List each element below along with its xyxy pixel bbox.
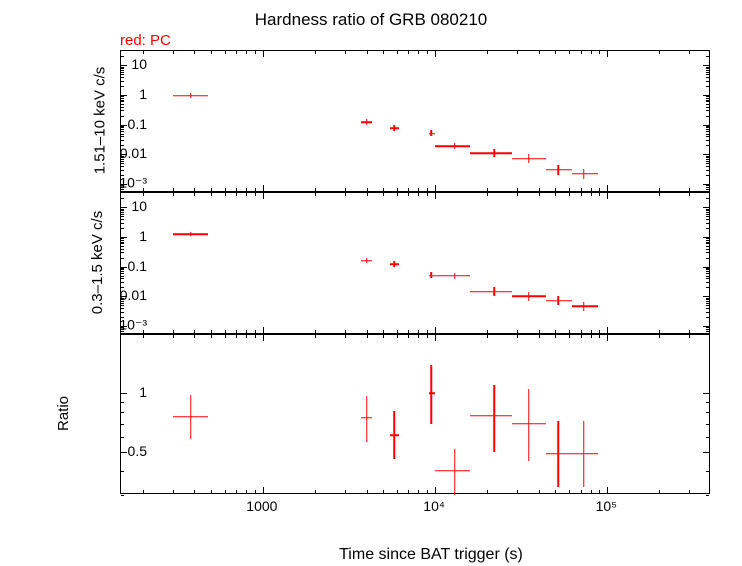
xtick-label: 1000 (246, 498, 277, 514)
error-bar-y (493, 385, 495, 451)
error-bar-y (394, 125, 396, 131)
ytick-label: 1 (139, 228, 147, 244)
error-bar-y (431, 130, 433, 136)
error-bar-y (528, 154, 530, 163)
ytick-label: 10 (131, 198, 147, 214)
ytick-label: 10⁻³ (119, 317, 147, 334)
y-axis-label-2: Ratio (55, 396, 72, 431)
error-bar-y (431, 365, 433, 423)
ytick-label: 1 (139, 384, 147, 400)
panel-0: 1.51–10 keV c/s (120, 50, 710, 192)
error-bar-y (394, 261, 396, 266)
ytick-label: 0.5 (128, 443, 147, 459)
error-bar-x (470, 415, 512, 417)
plot-area: 1.51–10 keV c/s0.3–1.5 keV c/sRatio (120, 50, 710, 528)
xtick-label: 10⁵ (596, 498, 617, 514)
error-bar-y (583, 169, 585, 179)
error-bar-y (493, 287, 495, 296)
ytick-label: 10 (131, 56, 147, 72)
ytick-label: 1 (139, 86, 147, 102)
error-bar-y (558, 296, 560, 305)
error-bar-y (454, 273, 456, 280)
chart-subtitle: red: PC (120, 32, 171, 49)
error-bar-y (190, 93, 192, 98)
error-bar-x (572, 306, 598, 308)
error-bar-y (431, 272, 433, 278)
error-bar-y (454, 143, 456, 150)
panel-2: Ratio (120, 334, 710, 494)
ytick-label: 0.1 (128, 116, 147, 132)
error-bar-x (470, 291, 512, 293)
error-bar-x (572, 173, 598, 175)
ytick-label: 0.01 (120, 145, 147, 161)
error-bar-y (558, 165, 560, 175)
y-axis-label-1: 0.3–1.5 keV c/s (89, 211, 106, 314)
error-bar-x (435, 470, 470, 472)
error-bar-x (435, 275, 470, 277)
x-axis-label: Time since BAT trigger (s) (60, 546, 742, 564)
panel-1: 0.3–1.5 keV c/s (120, 192, 710, 334)
xtick-label: 10⁴ (423, 498, 445, 514)
error-bar-y (528, 292, 530, 301)
error-bar-y (190, 232, 192, 237)
error-bar-x (470, 152, 512, 154)
ytick-label: 0.01 (120, 287, 147, 303)
error-bar-y (558, 421, 560, 487)
chart-title: Hardness ratio of GRB 080210 (0, 10, 742, 30)
error-bar-y (190, 395, 192, 439)
ytick-label: 0.1 (128, 258, 147, 274)
error-bar-y (528, 389, 530, 460)
error-bar-y (583, 302, 585, 311)
error-bar-x (572, 453, 598, 455)
error-bar-y (366, 119, 368, 124)
error-bar-y (454, 449, 456, 495)
ytick-label: 10⁻³ (119, 175, 147, 192)
error-bar-y (583, 421, 585, 487)
error-bar-y (493, 149, 495, 157)
y-axis-label-0: 1.51–10 keV c/s (91, 67, 108, 175)
error-bar-x (435, 145, 470, 147)
error-bar-y (394, 411, 396, 459)
error-bar-y (366, 258, 368, 264)
error-bar-y (366, 396, 368, 442)
